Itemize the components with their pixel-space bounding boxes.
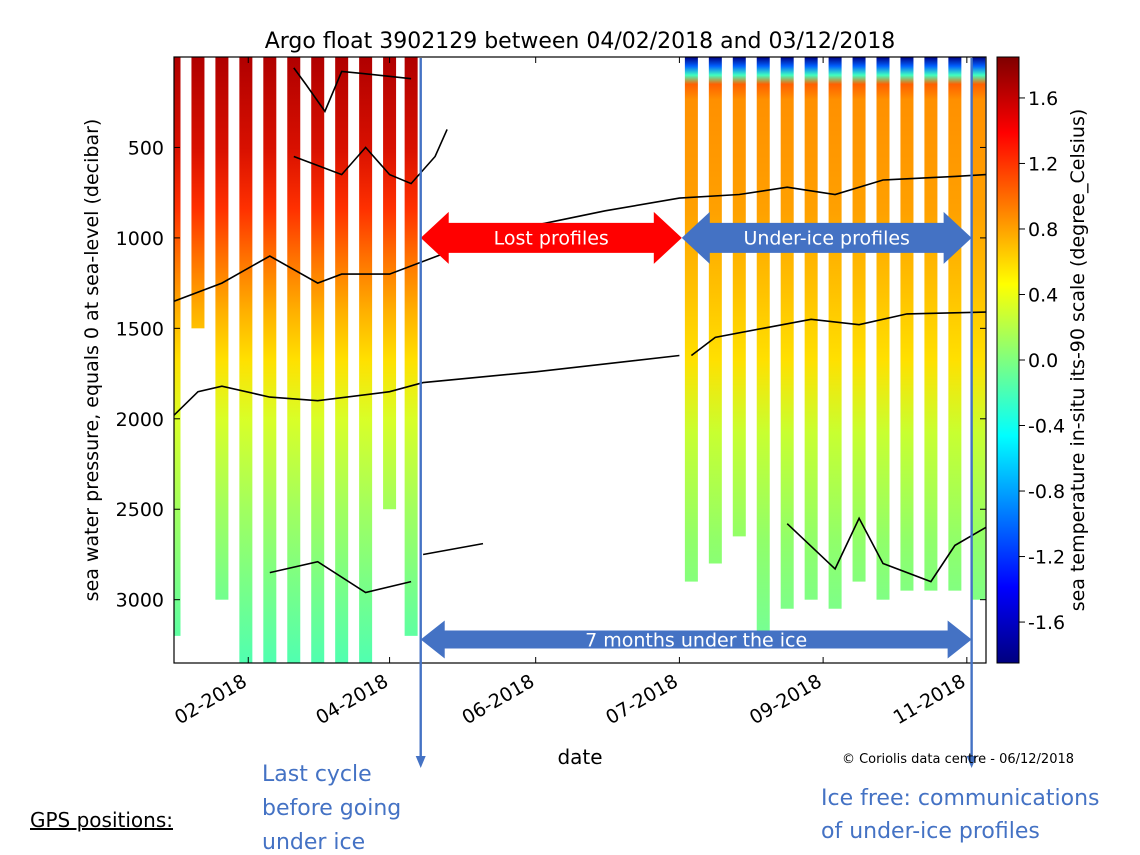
isotherm-line	[293, 67, 412, 113]
profile-column	[876, 57, 890, 600]
isotherm-line	[690, 311, 986, 357]
last-cycle-marker-label-line: Last cycle	[262, 762, 372, 787]
colorbar-tick-label: -0.4	[1028, 416, 1065, 438]
profile-column	[924, 57, 938, 591]
under-ice-profiles-arrow-label: Under-ice profiles	[743, 228, 910, 250]
y-tick-label: 2000	[116, 409, 164, 431]
y-axis: 500 1000 1500 2000 2500 3000	[116, 137, 986, 612]
profile-column	[239, 57, 253, 663]
isotherm-line	[174, 354, 680, 416]
profile-column	[804, 57, 818, 600]
profile-column	[335, 57, 349, 663]
profile-column	[780, 57, 794, 609]
profile-column	[311, 57, 325, 663]
profile-column	[684, 57, 698, 582]
last-cycle-marker: Last cycle before going under ice	[262, 58, 426, 855]
isotherm-line	[174, 173, 986, 302]
ice-free-marker-label-line: Ice free: communications	[821, 786, 1100, 811]
colorbar-tick-label: 1.6	[1028, 88, 1058, 110]
profile-columns	[174, 57, 986, 663]
x-tick-label: 09-2018	[746, 670, 826, 729]
y-tick-label: 2500	[116, 499, 164, 521]
isotherm-line	[786, 516, 986, 583]
lost-profiles-arrow: Lost profiles	[420, 211, 682, 264]
under-ice-profiles-arrow: Under-ice profiles	[681, 211, 972, 264]
x-tick-label: 07-2018	[602, 670, 682, 729]
profile-column	[972, 57, 986, 600]
profile-column	[708, 57, 722, 564]
lost-profiles-arrow-shape	[420, 211, 682, 264]
profile-column	[732, 57, 746, 537]
colorbar-tick-label: 1.2	[1028, 153, 1058, 175]
x-tick-label: 11-2018	[890, 670, 970, 729]
chart-title: Argo float 3902129 between 04/02/2018 an…	[265, 29, 896, 54]
colorbar-ticks: -1.6 -1.2 -0.8 -0.4 0.0 0.4 0.8 1.2 1.6	[1019, 88, 1065, 634]
last-cycle-marker-label-line: before going	[262, 796, 401, 821]
ice-free-marker-arrowhead	[966, 756, 977, 768]
copyright-note: © Coriolis data centre - 06/12/2018	[842, 752, 1074, 767]
profile-column	[359, 57, 373, 663]
colorbar-tick-label: 0.0	[1028, 350, 1058, 372]
isotherm-line	[269, 560, 412, 594]
profile-column	[215, 57, 229, 600]
colorbar-tick-label: -1.6	[1028, 612, 1065, 634]
colorbar-tick-label: 0.8	[1028, 219, 1058, 241]
last-cycle-marker-arrowhead	[415, 756, 426, 768]
gps-positions-label: GPS positions:	[30, 808, 173, 832]
months-under-ice-label: 7 months under the ice	[585, 629, 807, 651]
colorbar-tick-label: -0.8	[1028, 481, 1065, 503]
ice-free-marker-label-line: of under-ice profiles	[821, 819, 1040, 844]
x-axis-label: date	[557, 745, 602, 769]
lost-profiles-arrow-label: Lost profiles	[494, 228, 609, 250]
y-axis-label: sea water pressure, equals 0 at sea-leve…	[81, 119, 103, 602]
isotherm-line	[293, 129, 448, 185]
colorbar-tick-label: 0.4	[1028, 284, 1058, 306]
colorbar-label: sea temperature in-situ its-90 scale (de…	[1067, 109, 1089, 612]
profile-column	[756, 57, 770, 636]
profile-column	[404, 57, 418, 636]
x-tick-label: 02-2018	[171, 670, 251, 729]
profile-column	[383, 57, 397, 510]
x-tick-label: 04-2018	[312, 670, 392, 729]
ice-free-marker: Ice free: communications of under-ice pro…	[821, 58, 1100, 844]
last-cycle-marker-label-line: under ice	[262, 830, 365, 855]
profile-column	[828, 57, 842, 609]
under-ice-profiles-arrow-shape	[681, 211, 972, 264]
y-tick-label: 500	[128, 137, 164, 159]
y-tick-label: 3000	[116, 590, 164, 612]
profile-column	[287, 57, 301, 663]
isotherm-contours	[174, 67, 986, 594]
profile-column	[852, 57, 866, 582]
profile-column	[948, 57, 962, 591]
colorbar-tick-label: -1.2	[1028, 547, 1065, 569]
annotations: Lost profiles Under-ice profiles 7 months …	[262, 58, 1100, 855]
colorbar	[996, 56, 1020, 664]
profile-column	[900, 57, 914, 591]
months-under-ice-arrow-shape	[420, 620, 972, 659]
profile-column	[191, 57, 205, 329]
y-tick-label: 1000	[116, 228, 164, 250]
months-under-ice-arrow: 7 months under the ice	[420, 620, 972, 659]
plot-frame	[173, 56, 987, 664]
profile-column	[263, 57, 277, 663]
y-tick-label: 1500	[116, 318, 164, 340]
isotherm-line	[422, 542, 484, 556]
x-tick-label: 06-2018	[458, 670, 538, 729]
profile-column	[174, 57, 181, 636]
